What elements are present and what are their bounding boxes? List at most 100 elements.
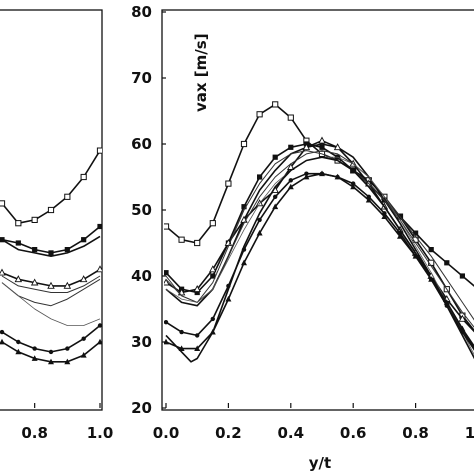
- left-point-filled-dot-3: [48, 349, 54, 355]
- right-series-group: [164, 101, 474, 363]
- left-plot-frame: [0, 9, 103, 411]
- right-ytick-label-5: 70: [131, 69, 152, 87]
- left-point-filled-triangle-4: [64, 358, 71, 365]
- right-series-line-7: [165, 172, 474, 351]
- left-point-filled-dot-1: [16, 339, 21, 345]
- right-point-open-triangle-19: [458, 314, 467, 322]
- left-point-filled-square-3: [48, 250, 54, 256]
- right-point-filled-square-17: [428, 247, 434, 253]
- right-point-open-triangle-10: [318, 136, 326, 144]
- left-series-open-triangle: [0, 265, 102, 289]
- left-point-filled-triangle-5: [80, 352, 87, 358]
- right-point-open-triangle-0: [164, 278, 170, 286]
- right-point-filled-triangle-16: [412, 253, 419, 259]
- left-series-thin-line: [1, 275, 101, 293]
- left-point-open-square-1: [15, 220, 22, 227]
- right-point-filled-square-0: [164, 270, 169, 276]
- right-point-open-triangle-2: [193, 285, 201, 293]
- right-point-filled-triangle-7: [272, 203, 279, 210]
- left-xtick-label-0: 0.8: [21, 424, 48, 442]
- right-point-open-square-4: [225, 180, 232, 187]
- right-series-thin-line: [165, 150, 474, 328]
- right-point-filled-square-10: [319, 144, 325, 150]
- left-series-line-6: [1, 282, 101, 326]
- left-point-open-square-3: [47, 206, 55, 214]
- right-xtick-label-4: 0.8: [402, 424, 429, 442]
- left-point-filled-square-5: [81, 237, 87, 243]
- right-xtick-label-3: 0.6: [340, 424, 367, 442]
- left-point-open-triangle-1: [14, 275, 23, 283]
- right-point-filled-dot-8: [288, 178, 293, 183]
- right-point-filled-dot-13: [366, 194, 371, 199]
- left-series-hairline: [1, 282, 101, 326]
- right-series-filled-dot: [164, 171, 474, 351]
- right-ytick-label-1: 30: [131, 333, 152, 351]
- right-point-filled-triangle-5: [241, 259, 247, 266]
- right-point-filled-square-7: [272, 154, 278, 160]
- right-ytick-label-3: 50: [131, 201, 152, 219]
- right-series-solid-line-dip: [165, 156, 474, 363]
- right-point-open-triangle-9: [302, 143, 311, 151]
- right-series-open-square: [164, 101, 474, 332]
- right-point-open-square-1: [178, 236, 185, 243]
- left-series-solid-line: [1, 235, 101, 257]
- left-series-open-square: [0, 147, 102, 227]
- right-point-filled-triangle-9: [303, 173, 310, 180]
- right-ytick-label-2: 40: [131, 267, 152, 285]
- right-point-filled-dot-2: [195, 333, 200, 338]
- right-point-filled-square-19: [459, 273, 465, 279]
- left-point-filled-triangle-6: [97, 338, 102, 345]
- right-point-filled-triangle-14: [381, 213, 388, 219]
- right-xtick-label-2: 0.4: [278, 424, 305, 442]
- left-point-open-triangle-2: [30, 278, 39, 286]
- right-ytick-label-6: 80: [131, 3, 152, 21]
- right-point-filled-dot-6: [257, 217, 262, 223]
- left-point-open-triangle-6: [96, 265, 102, 273]
- left-point-filled-square-6: [97, 223, 102, 230]
- right-point-filled-triangle-6: [256, 229, 263, 236]
- right-point-filled-triangle-12: [350, 183, 357, 190]
- right-point-filled-triangle-8: [287, 183, 294, 190]
- left-series-line-4: [1, 275, 101, 293]
- left-xtick-label-1: 1.0: [87, 424, 114, 442]
- right-point-filled-dot-1: [179, 329, 184, 335]
- left-series-filled-square: [0, 223, 102, 256]
- left-series-filled-dot: [0, 323, 102, 355]
- right-series-line-5: [165, 150, 474, 321]
- right-point-filled-dot-9: [304, 171, 309, 176]
- left-point-filled-dot-0: [0, 329, 5, 335]
- right-axis-ticks: 0.0 0.2 0.4 0.6 0.8 1.0 20 30 40 50 60 70 80: [131, 3, 474, 442]
- right-point-open-triangle-11: [333, 143, 342, 151]
- left-point-open-triangle-4: [63, 281, 72, 289]
- right-point-filled-square-8: [288, 144, 294, 150]
- right-xtick-label-5: 1.0: [465, 424, 474, 442]
- right-point-filled-triangle-15: [397, 233, 403, 239]
- right-panel: 0.0 0.2 0.4 0.6 0.8 1.0 20 30 40 50 60 70 80 vax [m/…: [131, 3, 474, 472]
- left-point-open-square-6: [96, 147, 102, 154]
- right-point-filled-square-16: [413, 230, 419, 236]
- right-point-open-square-2: [194, 239, 201, 247]
- right-point-filled-square-2: [194, 289, 200, 296]
- right-series-line-4: [165, 150, 474, 328]
- right-point-filled-triangle-0: [164, 338, 169, 345]
- left-point-filled-square-4: [64, 247, 70, 253]
- left-point-filled-square-1: [15, 240, 21, 246]
- left-x-ticks: 0.8 1.0: [21, 403, 113, 442]
- left-series-filled-triangle: [0, 338, 102, 365]
- right-series-filled-triangle: [164, 170, 474, 351]
- right-series-line-9: [165, 156, 474, 363]
- left-point-open-triangle-0: [0, 268, 6, 276]
- y-axis-title: vax [m/s]: [192, 33, 210, 112]
- right-point-filled-triangle-19: [459, 325, 466, 332]
- x-axis-title: y/t: [309, 454, 331, 472]
- right-xtick-label-0: 0.0: [153, 424, 180, 442]
- left-point-filled-triangle-0: [0, 338, 5, 345]
- right-point-filled-dot-0: [164, 320, 169, 325]
- right-point-filled-dot-3: [210, 316, 215, 322]
- left-point-open-square-5: [80, 173, 87, 181]
- right-point-filled-triangle-10: [319, 170, 325, 177]
- left-point-open-square-2: [31, 216, 38, 224]
- left-point-open-square-0: [0, 200, 6, 207]
